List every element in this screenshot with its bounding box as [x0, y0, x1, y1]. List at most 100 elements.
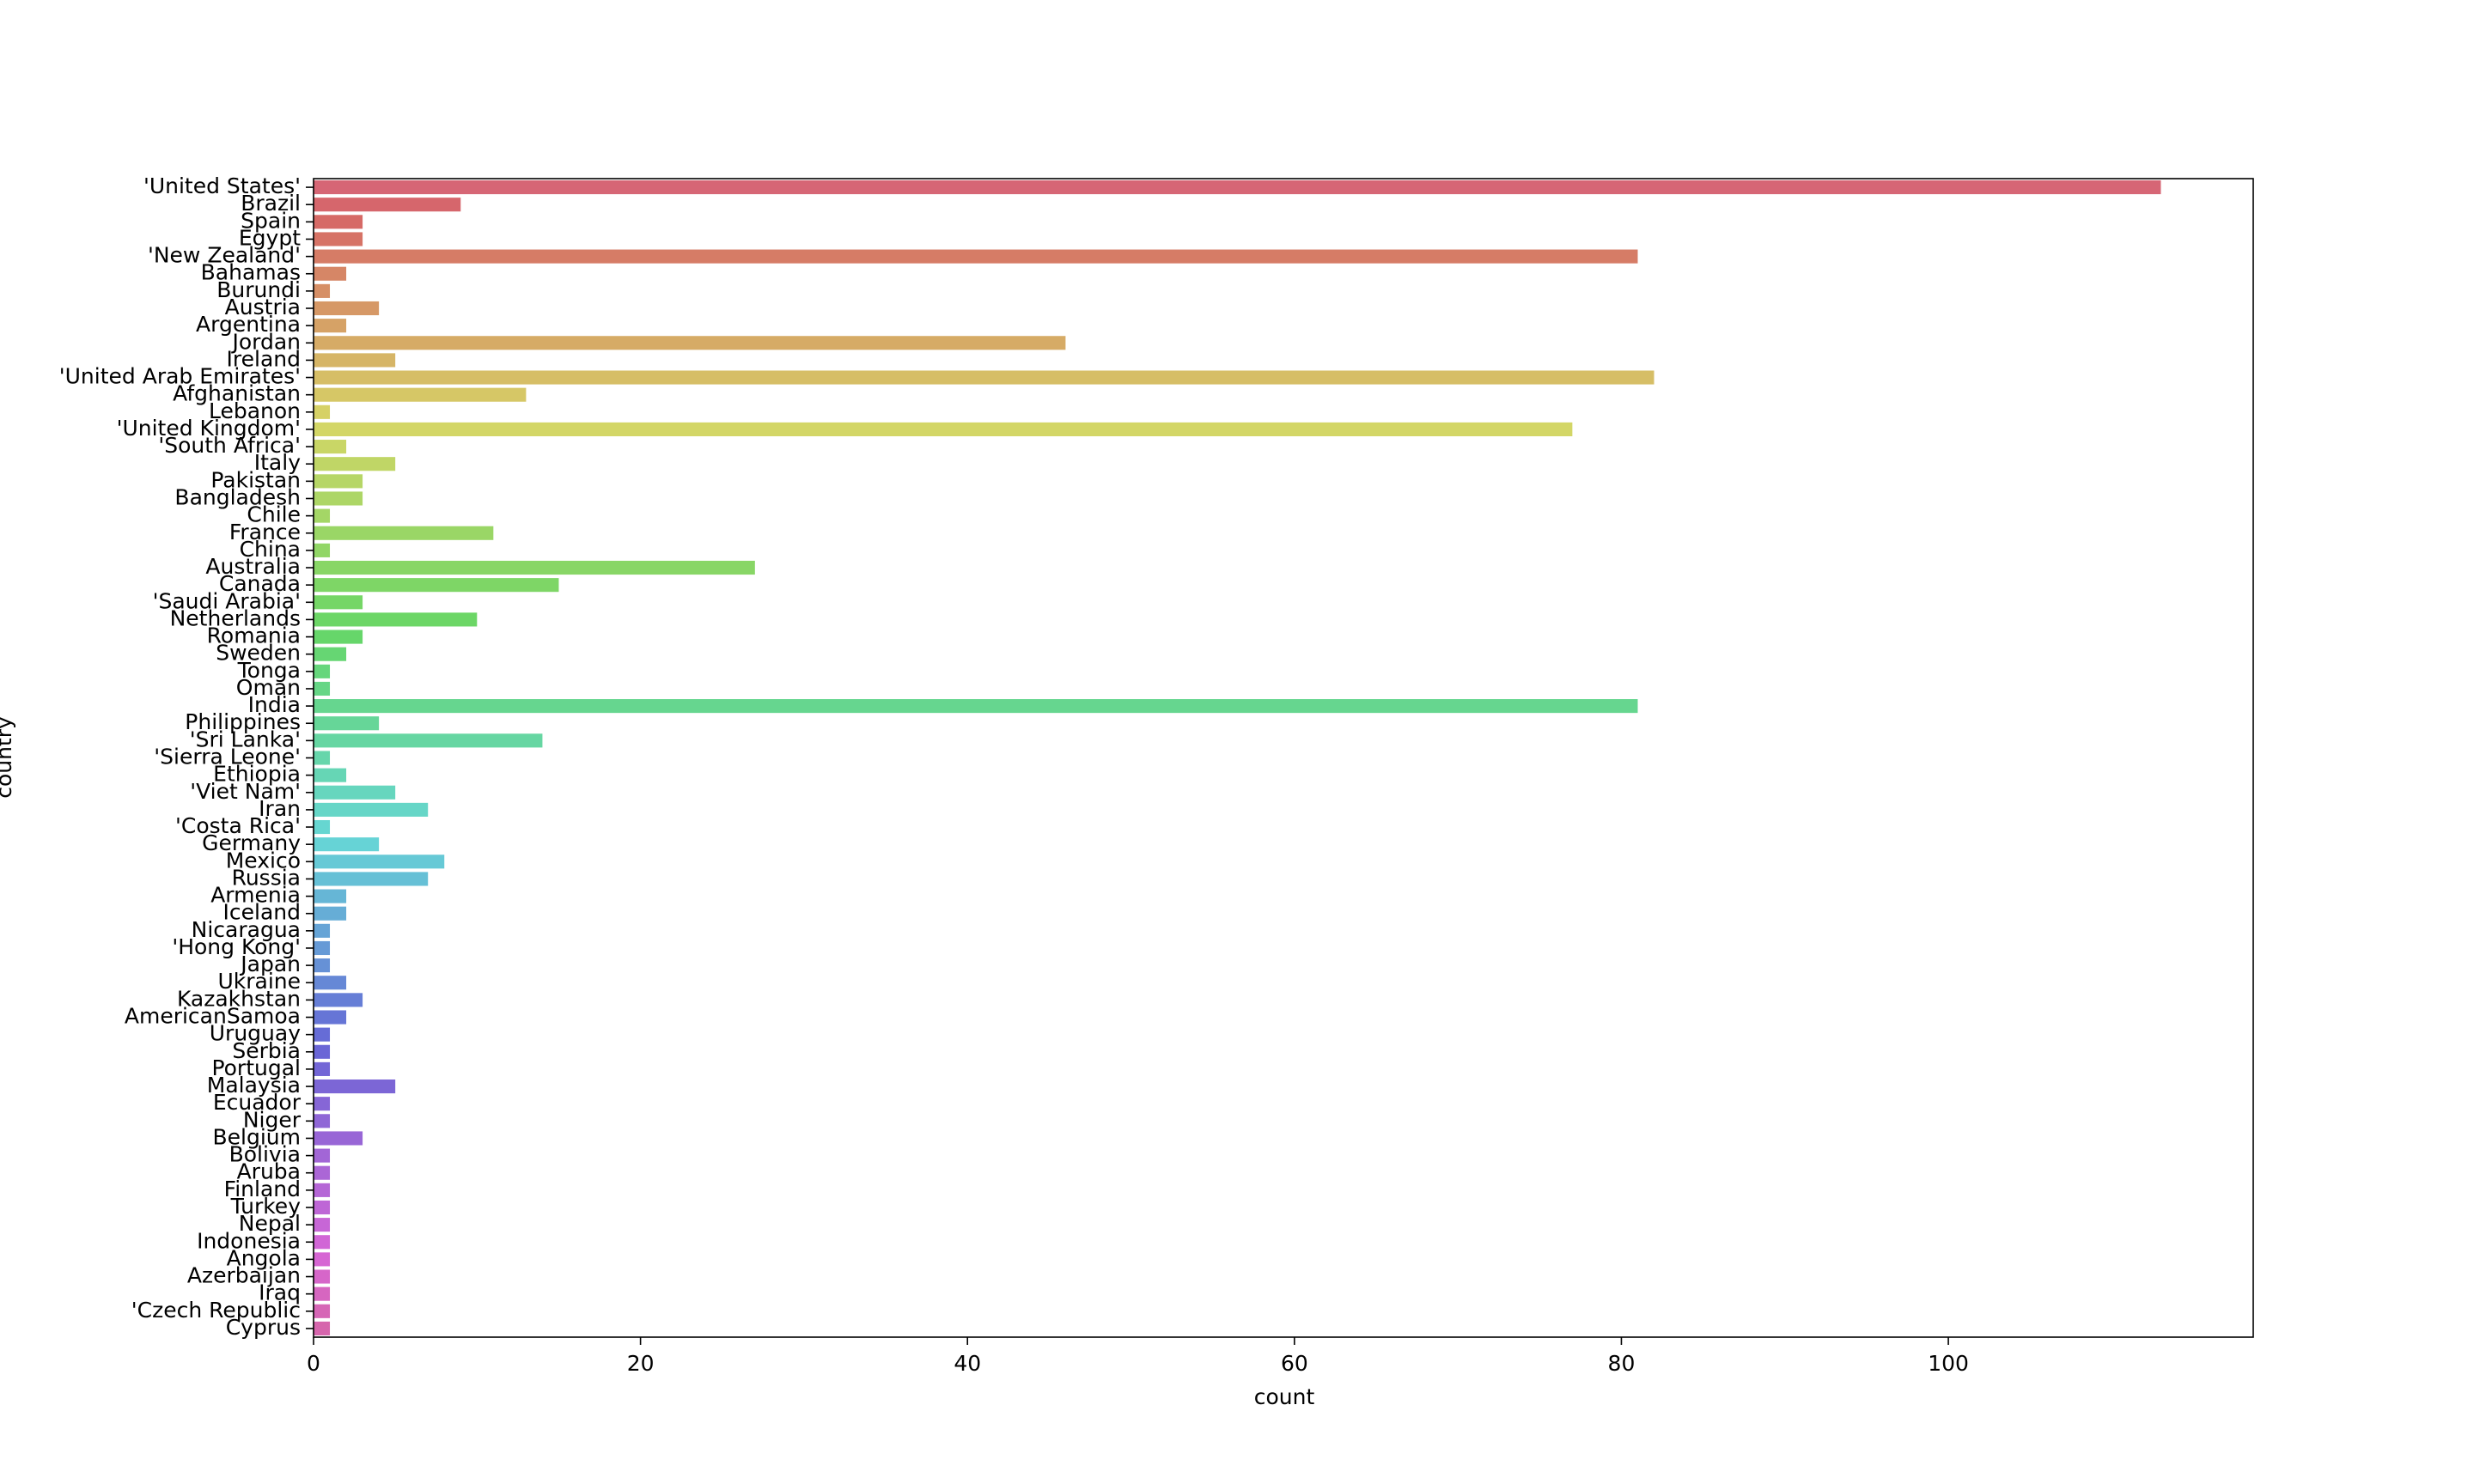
y-tick-label: Niger [243, 1107, 302, 1132]
bar [314, 1321, 331, 1335]
y-tick-label: 'United Arab Emirates' [59, 364, 301, 389]
bar [314, 560, 755, 575]
y-axis-label: country [0, 716, 16, 799]
bar [314, 595, 363, 610]
y-tick-label: Oman [236, 675, 301, 700]
bar [314, 699, 1638, 714]
y-tick-label: Uruguay [210, 1021, 301, 1046]
bar [314, 751, 331, 765]
bar [314, 612, 478, 627]
bar [314, 768, 347, 782]
plot-frame [313, 178, 2254, 1338]
y-tick-label: Portugal [211, 1055, 301, 1080]
bar [314, 837, 380, 852]
bar [314, 733, 543, 748]
bar [314, 976, 347, 990]
bar [314, 1027, 331, 1042]
bar [314, 508, 331, 523]
y-tick-label: Iceland [223, 900, 301, 925]
y-tick-label: Australia [205, 554, 301, 579]
bar [314, 232, 363, 246]
bar [314, 1286, 331, 1301]
bar [314, 370, 1654, 385]
y-tick-label: Canada [219, 571, 301, 596]
y-tick-label: Bangladesh [174, 484, 301, 509]
x-axis-label: count [1254, 1384, 1315, 1409]
y-tick-label: Austria [225, 295, 301, 319]
y-tick-label: Nepal [239, 1211, 301, 1236]
bar [314, 629, 363, 644]
bar [314, 1252, 331, 1267]
bar [314, 422, 1573, 437]
bar [314, 491, 363, 506]
bar [314, 215, 363, 229]
bar [314, 457, 396, 471]
y-tick-label: Afghanistan [173, 381, 301, 406]
bar [314, 940, 331, 956]
y-tick-label: Spain [241, 208, 301, 233]
y-tick-label: Tonga [237, 658, 301, 683]
bar [314, 404, 331, 419]
y-tick-label: 'United Kingdom' [117, 416, 301, 441]
y-tick-label: 'New Zealand' [148, 243, 301, 268]
y-tick-label: Germany [202, 830, 301, 855]
y-tick-label: Bahamas [201, 260, 301, 285]
y-tick-label: 'Sierra Leone' [154, 745, 301, 769]
bar [314, 958, 331, 973]
y-tick-label: India [248, 692, 301, 717]
y-tick-label: Italy [254, 450, 301, 475]
bar [314, 1269, 331, 1284]
y-tick-label: Russia [232, 865, 301, 890]
bar [314, 1200, 331, 1215]
y-tick-label: Malaysia [207, 1073, 301, 1098]
bar [314, 336, 1066, 350]
bar [314, 1079, 396, 1094]
y-tick-label: Argentina [196, 312, 301, 337]
y-tick-label: 'United States' [143, 173, 301, 198]
y-tick-label: 'Saudi Arabia' [153, 588, 301, 613]
bar [314, 474, 363, 489]
y-tick-label: Pakistan [210, 467, 301, 492]
y-tick-label: Jordan [230, 329, 301, 354]
x-tick-label: 80 [1608, 1351, 1636, 1376]
y-tick-label: Ukraine [217, 969, 301, 994]
y-tick-label: Chile [247, 502, 301, 527]
bar [314, 802, 429, 817]
bar [314, 526, 494, 540]
bar [314, 283, 331, 298]
bar [314, 543, 331, 557]
bar [314, 819, 331, 835]
y-tick-label: Indonesia [197, 1228, 301, 1253]
y-tick-label: 'Costa Rica' [175, 813, 301, 838]
y-tick-label: Ethiopia [213, 762, 301, 787]
bar [314, 440, 347, 454]
y-tick-label: Azerbaijan [187, 1263, 301, 1288]
bar [314, 1010, 347, 1025]
y-tick-label: France [229, 520, 301, 544]
bar [314, 1044, 331, 1059]
bar [314, 1218, 331, 1232]
y-tick-label: Sweden [216, 641, 301, 666]
y-tick-label: Iran [259, 796, 301, 821]
bar [314, 578, 559, 593]
y-tick-label: Serbia [232, 1038, 301, 1063]
bar [314, 353, 396, 368]
bar [314, 319, 347, 333]
bar [314, 889, 347, 903]
y-tick-label: Ireland [227, 346, 301, 371]
bar [314, 872, 429, 886]
x-tick-label: 100 [1928, 1351, 1969, 1376]
bar [314, 301, 380, 316]
y-tick-label: Angola [227, 1245, 301, 1270]
y-tick-label: Turkey [230, 1194, 302, 1219]
y-tick-label: Bolivia [229, 1142, 301, 1167]
bar [314, 1165, 331, 1180]
y-tick-label: Belgium [213, 1124, 302, 1149]
y-tick-label: Cyprus [226, 1315, 301, 1340]
bar [314, 1235, 331, 1250]
bar [314, 266, 347, 281]
bar [314, 1097, 331, 1111]
bar [314, 647, 347, 661]
y-tick-label: AmericanSamoa [125, 1004, 301, 1029]
